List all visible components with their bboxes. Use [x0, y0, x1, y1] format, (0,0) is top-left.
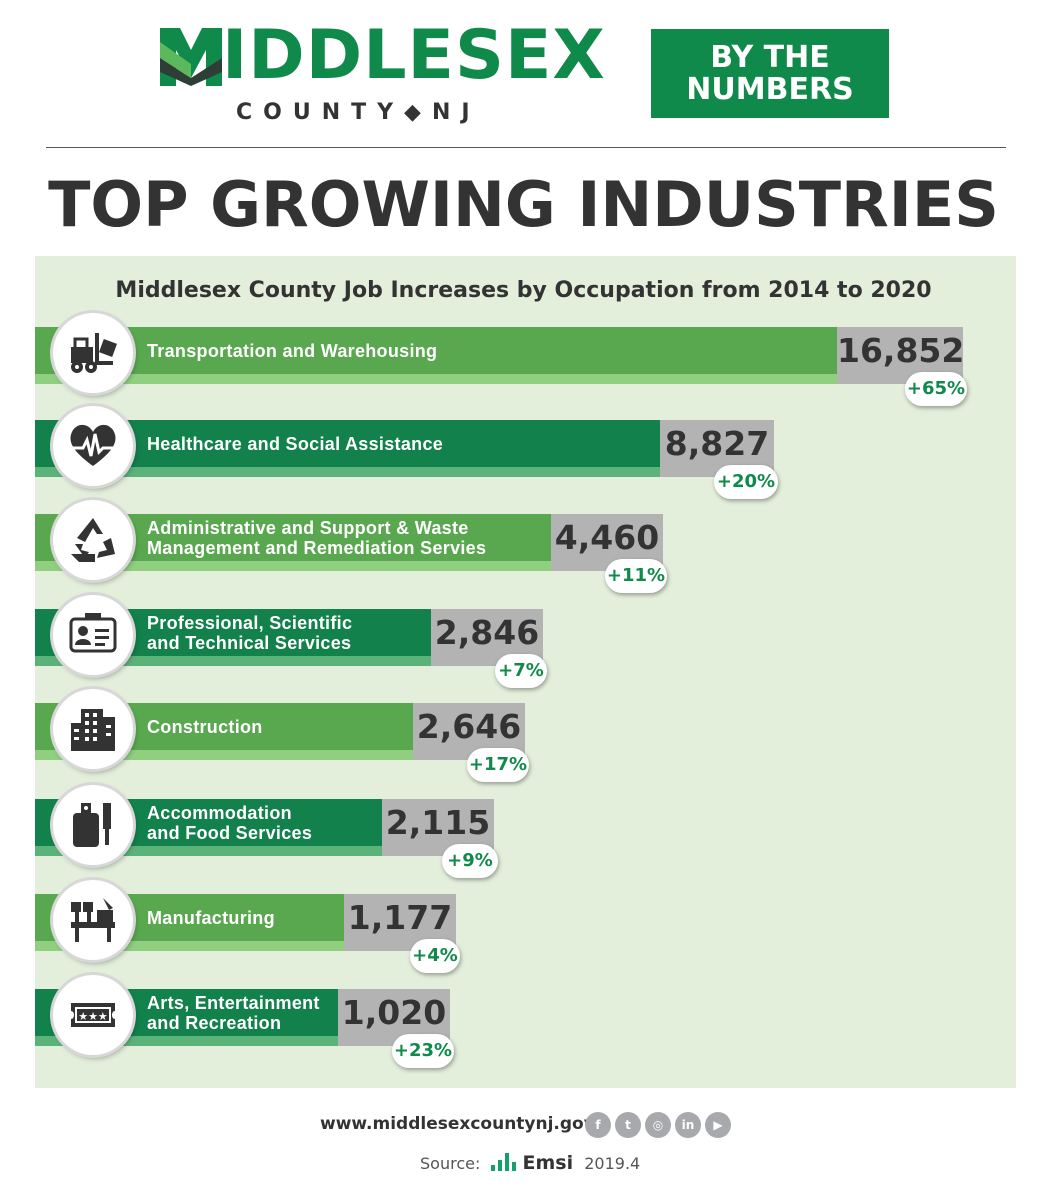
category-label-line: Transportation and Warehousing	[147, 340, 438, 361]
emsi-logo-icon	[491, 1153, 517, 1171]
bar-category-label: Construction	[147, 703, 263, 750]
bar-underline	[35, 374, 837, 384]
heart-pulse-icon	[53, 406, 133, 486]
category-label-line: Professional, Scientific	[147, 612, 353, 633]
logo-subtitle: COUNTY◆NJ	[236, 100, 481, 125]
bar-row: 1,020 Arts, Entertainment and Recreation +2…	[35, 975, 1016, 1079]
category-label-line: Arts, Entertainment	[147, 992, 320, 1013]
percent-change-badge: +7%	[495, 654, 547, 688]
category-label-line: and Recreation	[147, 1012, 282, 1033]
bar-category-label: Manufacturing	[147, 894, 275, 941]
building-icon	[53, 689, 133, 769]
bar	[35, 420, 660, 467]
percent-change-badge: +20%	[714, 465, 778, 499]
bar	[35, 327, 837, 374]
bar-category-label: Transportation and Warehousing	[147, 327, 437, 374]
social-icons: f t ◎ in ▶	[585, 1112, 735, 1140]
factory-machine-icon	[53, 880, 133, 960]
instagram-icon[interactable]: ◎	[645, 1112, 671, 1138]
chart-title: Middlesex County Job Increases by Occupa…	[115, 278, 932, 303]
youtube-icon[interactable]: ▶	[705, 1112, 731, 1138]
source-label: Source:	[420, 1154, 481, 1173]
bar-underline	[35, 467, 660, 477]
header-divider	[46, 147, 1006, 148]
svg-text:★★★: ★★★	[78, 1010, 108, 1023]
category-label-line: and Technical Services	[147, 632, 352, 653]
bar-row: 2,115 Accommodation and Food Services +9%	[35, 785, 1016, 889]
cutting-board-icon	[53, 785, 133, 865]
ticket-icon: ★★★	[53, 975, 133, 1055]
percent-change-badge: +17%	[467, 748, 529, 782]
recycle-icon	[53, 500, 133, 580]
badge-line-2: NUMBERS	[686, 71, 854, 107]
twitter-icon[interactable]: t	[615, 1112, 641, 1138]
percent-change-badge: +65%	[905, 372, 967, 406]
category-label-line: Accommodation	[147, 802, 292, 823]
bar-underline	[35, 561, 551, 571]
page-title: TOP GROWING INDUSTRIES	[48, 168, 999, 241]
bar-underline	[35, 750, 413, 760]
bar-category-label: Administrative and Support & Waste Manage…	[147, 514, 486, 561]
bar-underline	[35, 846, 382, 856]
category-label-line: Management and Remediation Servies	[147, 537, 487, 558]
bar-underline	[35, 656, 431, 666]
logo-wordmark: IDDLESEX	[222, 16, 606, 95]
bar-row: 2,846 Professional, Scientific and Technic…	[35, 595, 1016, 699]
category-label-line: Administrative and Support & Waste	[147, 517, 469, 538]
bar-row: 8,827 Healthcare and Social Assistance +20…	[35, 406, 1016, 510]
percent-change-badge: +11%	[605, 559, 667, 593]
bar-underline	[35, 941, 344, 951]
badge-line-1: BY THE	[710, 39, 830, 75]
bar-underline	[35, 1036, 338, 1046]
bar-row: 16,852 Transportation and Warehousing +65%	[35, 313, 1016, 417]
source-line: Source: Emsi 2019.4	[420, 1152, 640, 1174]
percent-change-badge: +4%	[410, 939, 460, 973]
category-label-line: Manufacturing	[147, 907, 275, 928]
category-label-line: Construction	[147, 716, 263, 737]
percent-change-badge: +9%	[442, 844, 498, 878]
id-card-icon	[53, 595, 133, 675]
bar-row: 2,646 Construction +17%	[35, 689, 1016, 793]
by-the-numbers-badge: BY THE NUMBERS	[651, 29, 889, 118]
bar-row: 1,177 Manufacturing +4%	[35, 880, 1016, 984]
forklift-icon	[53, 313, 133, 393]
source-version: 2019.4	[584, 1154, 641, 1173]
logo-m-mark-icon	[160, 28, 222, 86]
bar-category-label: Arts, Entertainment and Recreation	[147, 989, 320, 1036]
linkedin-icon[interactable]: in	[675, 1112, 701, 1138]
bar-category-label: Accommodation and Food Services	[147, 799, 312, 846]
bar-row: 4,460 Administrative and Support & Waste M…	[35, 500, 1016, 604]
bar-category-label: Healthcare and Social Assistance	[147, 420, 443, 467]
bar-category-label: Professional, Scientific and Technical Se…	[147, 609, 352, 656]
facebook-icon[interactable]: f	[585, 1112, 611, 1138]
percent-change-badge: +23%	[392, 1034, 454, 1068]
county-logo: IDDLESEX COUNTY◆NJ	[160, 16, 610, 125]
category-label-line: and Food Services	[147, 822, 313, 843]
website-link[interactable]: www.middlesexcountynj.gov	[320, 1114, 595, 1134]
source-name: Emsi	[522, 1152, 574, 1174]
category-label-line: Healthcare and Social Assistance	[147, 433, 444, 454]
